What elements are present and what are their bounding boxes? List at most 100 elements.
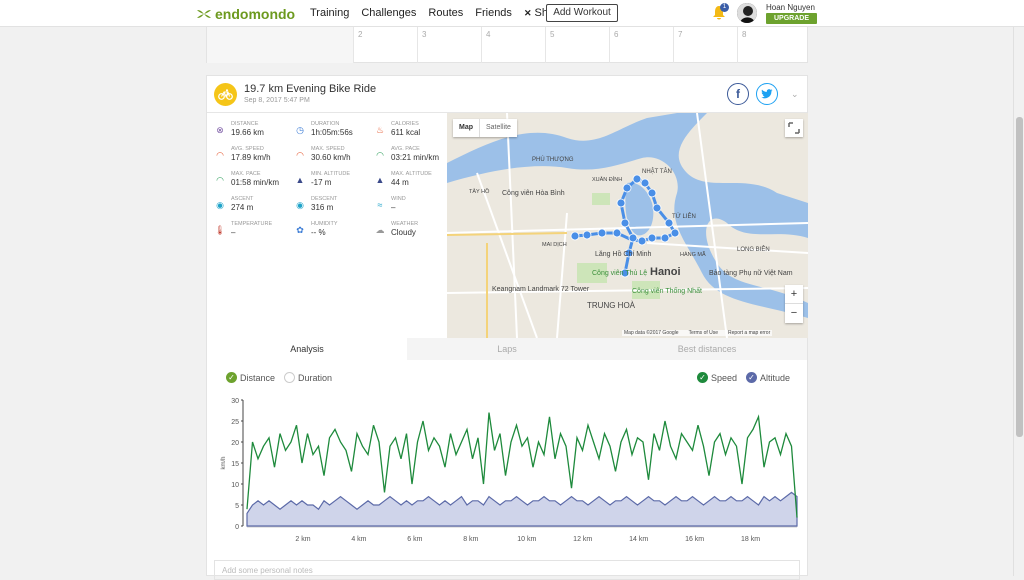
y-tick-label: 25 (231, 419, 239, 426)
route-map[interactable]: Công viên Hòa Bình Hanoi Lăng Hồ Chí Min… (447, 113, 808, 338)
speed-toggle-label[interactable]: Speed (711, 372, 738, 383)
stat-value: 01:58 min/km (231, 178, 280, 187)
calendar-day[interactable]: 7 (673, 27, 737, 63)
workout-header: 19.7 km Evening Bike Ride Sep 8, 2017 5:… (207, 76, 807, 113)
fullscreen-button[interactable] (785, 119, 803, 137)
calendar-day[interactable]: 6 (609, 27, 673, 63)
stat-label: Descent (311, 196, 338, 202)
y-axis-label: km/h (221, 456, 227, 469)
fullscreen-icon (788, 122, 800, 134)
altitude-toggle-label[interactable]: Altitude (760, 372, 791, 383)
x-tick-label: 6 km (407, 536, 422, 543)
stat-value: – (391, 203, 396, 212)
twitter-share-icon[interactable] (756, 83, 778, 105)
calendar-day[interactable]: 2 (353, 27, 417, 63)
workout-card: 19.7 km Evening Bike Ride Sep 8, 2017 5:… (206, 75, 808, 580)
map-label: Keangnam Landmark 72 Tower (492, 286, 590, 293)
stat-item: ✿ Humidity -- % (294, 221, 374, 245)
stat-label: Calories (391, 121, 419, 127)
stat-item: ⊗ Distance 19.66 km (214, 121, 294, 145)
stat-label: Distance (231, 121, 259, 127)
tab-best-distances[interactable]: Best distances (677, 344, 737, 354)
user-name[interactable]: Hoan Nguyen (766, 3, 815, 12)
facebook-share-icon[interactable]: f (727, 83, 749, 105)
avg-speed-icon: ◠ (216, 150, 224, 160)
add-workout-button[interactable]: Add Workout (546, 4, 618, 22)
distance-radio-checked-icon[interactable]: ✓ (226, 372, 237, 383)
stat-value: 30.60 km/h (311, 153, 351, 162)
duration-toggle-label[interactable]: Duration (298, 372, 333, 383)
zoom-control: + − (785, 285, 803, 323)
stat-item: ♨ Calories 611 kcal (374, 121, 454, 145)
map-label: TÂY HỒ (469, 188, 490, 195)
brand-name: endomondo (215, 6, 296, 22)
tab-analysis[interactable]: Analysis (207, 338, 407, 360)
map-label: Công viên Thống Nhất (632, 286, 702, 295)
calendar-day[interactable]: 8 (737, 27, 807, 63)
x-tick-label: 8 km (463, 536, 478, 543)
speed-altitude-chart[interactable]: 0 5 10 15 20 25 30 km/h 2 km 4 km 6 km 8 km 10 km 12 … (207, 386, 807, 546)
temperature-icon: 🌡 (214, 225, 226, 235)
map-data-credit: Map data ©2017 Google (624, 330, 679, 336)
stat-value: 19.66 km (231, 128, 264, 137)
series-toggle: ✓ Speed ✓ Altitude (697, 372, 790, 383)
tab-laps[interactable]: Laps (497, 344, 517, 354)
nav-training[interactable]: Training (310, 7, 350, 19)
calendar-day[interactable]: 3 (417, 27, 481, 63)
nav-challenges[interactable]: Challenges (361, 7, 417, 19)
y-tick-label: 15 (231, 461, 239, 468)
distance-icon: ⊗ (216, 125, 224, 135)
stat-value: 03:21 min/km (391, 153, 440, 162)
calendar-day[interactable]: 5 (545, 27, 609, 63)
report-map-error-link[interactable]: Report a map error (728, 330, 771, 336)
map-label: Công viên Thủ Lệ (592, 269, 647, 277)
distance-toggle-label[interactable]: Distance (240, 372, 276, 383)
chevron-down-icon[interactable]: ⌄ (791, 89, 799, 99)
map-label: XUÂN ĐỈNH (592, 176, 622, 183)
stat-item: ◠ Max. Pace 01:58 min/km (214, 171, 294, 195)
stat-label: Wind (391, 196, 406, 202)
stat-value: 1h:05m:56s (311, 128, 353, 137)
zoom-in-button[interactable]: + (785, 285, 803, 304)
workout-stats: ⊗ Distance 19.66 km ◷ Duration 1h:05m:56s ♨ Cal… (207, 114, 447, 338)
nav-friends[interactable]: Friends (475, 7, 512, 19)
stat-value: – (231, 228, 236, 237)
stat-label: Duration (311, 121, 340, 127)
calendar-day[interactable]: 4 (481, 27, 545, 63)
duration-radio-icon[interactable] (284, 372, 296, 383)
altitude-area-series (246, 491, 798, 527)
altitude-checkbox-icon[interactable]: ✓ (746, 372, 758, 383)
map-type-satellite-button[interactable]: Satellite (479, 119, 517, 137)
workout-title: 19.7 km Evening Bike Ride (244, 83, 377, 95)
scrollbar-thumb[interactable] (1016, 117, 1023, 437)
user-avatar[interactable] (737, 3, 757, 23)
personal-notes-input[interactable]: Add some personal notes (214, 560, 800, 580)
under-armour-icon: ✕ (523, 8, 532, 18)
speed-checkbox-icon[interactable]: ✓ (697, 372, 708, 383)
terms-of-use-link[interactable]: Terms of Use (688, 330, 719, 336)
max-altitude-icon: ▲ (375, 175, 385, 185)
y-tick-label: 0 (235, 524, 239, 531)
stat-item: 🌡 Temperature – (214, 221, 294, 245)
stat-label: Humidity (311, 221, 338, 227)
page-scrollbar[interactable] (1013, 27, 1024, 576)
x-tick-label: 12 km (573, 536, 592, 543)
map-label: Lăng Hồ Chí Minh (595, 249, 652, 258)
stat-item: ◉ Ascent 274 m (214, 196, 294, 220)
map-canvas: Công viên Hòa Bình Hanoi Lăng Hồ Chí Min… (447, 113, 808, 338)
map-type-map-button[interactable]: Map (459, 124, 473, 131)
map-label: NHẬT TÂN (642, 168, 672, 175)
map-label: PHÚ THƯỢNG (532, 156, 574, 163)
nav-routes[interactable]: Routes (428, 7, 464, 19)
x-tick-label: 14 km (629, 536, 648, 543)
stat-value: 17.89 km/h (231, 153, 271, 162)
zoom-out-button[interactable]: − (790, 307, 798, 319)
stat-label: Min. Altitude (311, 171, 351, 177)
map-label: Hanoi (650, 266, 681, 278)
upgrade-button[interactable]: UPGRADE (766, 13, 817, 24)
x-tick-label: 4 km (351, 536, 366, 543)
map-label: TRUNG HOÀ (587, 301, 636, 310)
endomondo-logo[interactable]: endomondo (196, 6, 295, 22)
notification-count-badge: 1 (720, 3, 729, 12)
x-tick-label: 16 km (685, 536, 704, 543)
